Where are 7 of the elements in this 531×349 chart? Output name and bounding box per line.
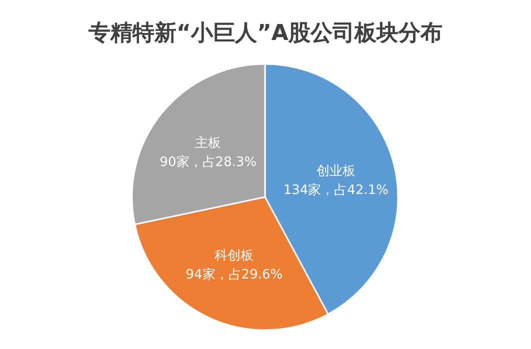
slice-label: 科创板 (214, 248, 254, 264)
data-label: 94家，占29.6% (186, 266, 283, 282)
chart-title: 专精特新“小巨人”A股公司板块分布 (88, 20, 442, 46)
slice-label: 创业板 (316, 164, 356, 180)
data-label: 134家，占42.1% (283, 182, 388, 198)
data-label: 90家，占28.3% (160, 154, 257, 170)
slice-label: 主板 (195, 134, 222, 151)
